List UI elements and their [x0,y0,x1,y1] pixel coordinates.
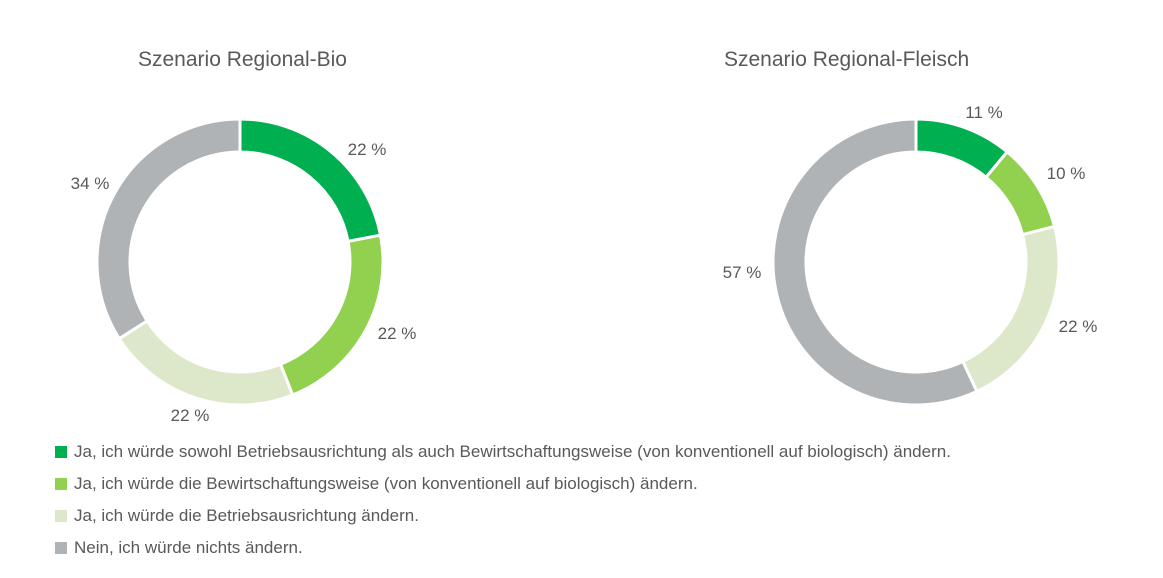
donut-1-label-both-change: 11 % [965,103,1003,122]
donut-1-slice-no-change [771,117,979,407]
legend-item: Ja, ich würde die Betriebsausrichtung än… [55,500,951,532]
donut-0-slice-farming-method-change [278,233,385,397]
donut-0-label-orientation-change: 22 % [171,406,210,425]
legend-label: Nein, ich würde nichts ändern. [74,538,303,557]
legend: Ja, ich würde sowohl Betriebsausrichtung… [55,436,951,564]
chart-title-regional-bio: Szenario Regional-Bio [138,48,347,71]
donut-1-label-orientation-change: 22 % [1059,317,1098,336]
donut-1-label-farming-method-change: 10 % [1047,164,1086,183]
legend-swatch [55,478,67,490]
legend-swatch [55,446,67,458]
donut-0-label-farming-method-change: 22 % [378,324,417,343]
legend-swatch [55,542,67,554]
legend-label: Ja, ich würde die Bewirtschaftungsweise … [74,474,698,493]
donut-0-slice-no-change [95,117,242,341]
donut-0-slice-orientation-change [117,318,295,407]
legend-label: Ja, ich würde die Betriebsausrichtung än… [74,506,419,525]
donut-0-label-both-change: 22 % [348,140,387,159]
donut-1-slice-orientation-change [960,224,1061,394]
donut-0-label-no-change: 34 % [71,174,110,193]
legend-item: Ja, ich würde sowohl Betriebsausrichtung… [55,436,951,468]
legend-swatch [55,510,67,522]
legend-label: Ja, ich würde sowohl Betriebsausrichtung… [74,442,951,461]
legend-item: Nein, ich würde nichts ändern. [55,532,951,564]
donut-0-slice-both-change [238,117,383,244]
donut-1-label-no-change: 57 % [723,263,762,282]
donut-1-slice-farming-method-change [984,149,1057,237]
chart-title-regional-fleisch: Szenario Regional-Fleisch [724,48,970,71]
legend-item: Ja, ich würde die Bewirtschaftungsweise … [55,468,951,500]
